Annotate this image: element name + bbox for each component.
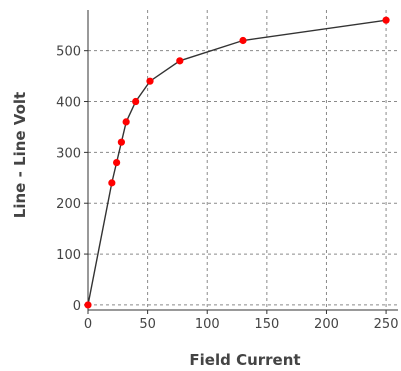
data-point-0-9 (382, 16, 390, 24)
x-tick-label-3: 150 (254, 317, 279, 332)
x-axis-title: Field Current (189, 351, 300, 369)
data-point-0-4 (122, 118, 130, 126)
x-tick-label-1: 50 (139, 317, 156, 332)
y-axis-title: Line - Line Volt (11, 92, 29, 218)
x-tick-label-2: 100 (195, 317, 220, 332)
x-tick-label-4: 200 (314, 317, 339, 332)
data-point-0-2 (113, 158, 121, 167)
data-point-0-7 (176, 57, 184, 65)
series-line-0 (87, 19, 387, 306)
axes (87, 10, 398, 311)
x-tick-label-0: 0 (84, 317, 92, 332)
data-point-0-5 (132, 97, 140, 106)
data-point-0-8 (239, 36, 247, 45)
series (84, 16, 390, 309)
y-tick-label-5: 500 (56, 45, 81, 60)
data-point-0-6 (146, 77, 154, 85)
y-tick-label-4: 400 (56, 96, 81, 111)
x-tick-label-5: 250 (374, 317, 399, 332)
grid (88, 10, 398, 310)
ticks: 0 50 100 150 200 250 0 100 200 300 400 500 (56, 45, 398, 332)
data-point-0-3 (117, 138, 125, 146)
y-tick-label-1: 100 (56, 248, 81, 263)
y-tick-label-3: 300 (56, 146, 81, 161)
y-tick-label-0: 0 (73, 299, 81, 314)
y-tick-label-2: 200 (56, 197, 81, 212)
data-point-0-1 (108, 179, 116, 187)
data-point-0-0 (84, 301, 92, 309)
